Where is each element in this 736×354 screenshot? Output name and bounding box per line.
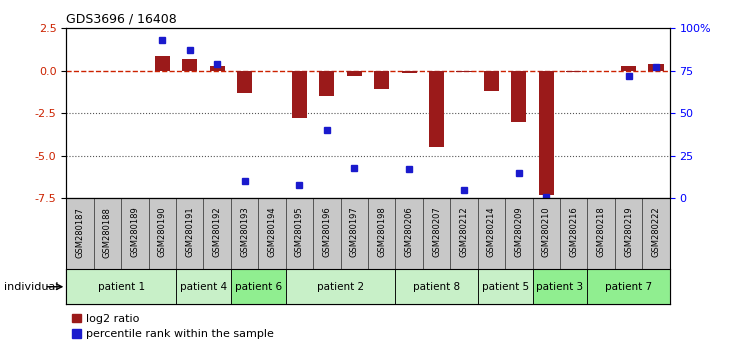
Bar xyxy=(402,71,417,73)
Text: patient 8: patient 8 xyxy=(413,282,460,292)
Text: GSM280209: GSM280209 xyxy=(514,207,523,257)
Text: GSM280191: GSM280191 xyxy=(185,207,194,257)
Text: GSM280192: GSM280192 xyxy=(213,207,222,257)
Text: patient 3: patient 3 xyxy=(537,282,584,292)
Text: patient 5: patient 5 xyxy=(481,282,528,292)
Bar xyxy=(587,269,670,304)
Bar xyxy=(621,66,636,71)
Text: GSM280219: GSM280219 xyxy=(624,207,633,257)
Bar xyxy=(231,269,286,304)
Text: GSM280188: GSM280188 xyxy=(103,207,112,258)
Text: GSM280198: GSM280198 xyxy=(378,207,386,257)
Text: GSM280190: GSM280190 xyxy=(158,207,167,257)
Bar xyxy=(66,269,176,304)
Bar xyxy=(182,59,197,71)
Bar xyxy=(319,71,334,96)
Text: GSM280193: GSM280193 xyxy=(240,207,249,257)
Bar xyxy=(648,64,664,71)
Bar xyxy=(237,71,252,93)
Text: GDS3696 / 16408: GDS3696 / 16408 xyxy=(66,13,177,26)
Text: individual: individual xyxy=(4,282,59,292)
Text: GSM280194: GSM280194 xyxy=(267,207,277,257)
Bar xyxy=(484,71,499,91)
Text: patient 4: patient 4 xyxy=(180,282,227,292)
Bar xyxy=(429,71,444,147)
Bar xyxy=(533,269,587,304)
Bar xyxy=(512,71,526,122)
Text: GSM280214: GSM280214 xyxy=(487,207,496,257)
Text: patient 7: patient 7 xyxy=(605,282,652,292)
Bar xyxy=(374,71,389,90)
Text: patient 6: patient 6 xyxy=(235,282,282,292)
Text: GSM280218: GSM280218 xyxy=(597,207,606,257)
Bar xyxy=(478,269,533,304)
Text: GSM280216: GSM280216 xyxy=(569,207,578,257)
Bar xyxy=(210,66,224,71)
Bar xyxy=(395,269,478,304)
Text: GSM280207: GSM280207 xyxy=(432,207,441,257)
Text: GSM280206: GSM280206 xyxy=(405,207,414,257)
Text: GSM280195: GSM280195 xyxy=(295,207,304,257)
Text: patient 2: patient 2 xyxy=(317,282,364,292)
Text: GSM280210: GSM280210 xyxy=(542,207,551,257)
Text: GSM280212: GSM280212 xyxy=(459,207,469,257)
Bar xyxy=(292,71,307,118)
Text: patient 1: patient 1 xyxy=(98,282,145,292)
Bar xyxy=(155,56,170,71)
Bar xyxy=(456,71,472,73)
Text: GSM280196: GSM280196 xyxy=(322,207,331,257)
Bar xyxy=(286,269,395,304)
Text: GSM280197: GSM280197 xyxy=(350,207,358,257)
Bar xyxy=(539,71,554,195)
Text: GSM280222: GSM280222 xyxy=(651,207,660,257)
Bar xyxy=(176,269,231,304)
Text: GSM280187: GSM280187 xyxy=(76,207,85,258)
Text: GSM280189: GSM280189 xyxy=(130,207,139,257)
Legend: log2 ratio, percentile rank within the sample: log2 ratio, percentile rank within the s… xyxy=(72,314,274,339)
Bar xyxy=(347,71,362,76)
Bar xyxy=(566,71,581,73)
